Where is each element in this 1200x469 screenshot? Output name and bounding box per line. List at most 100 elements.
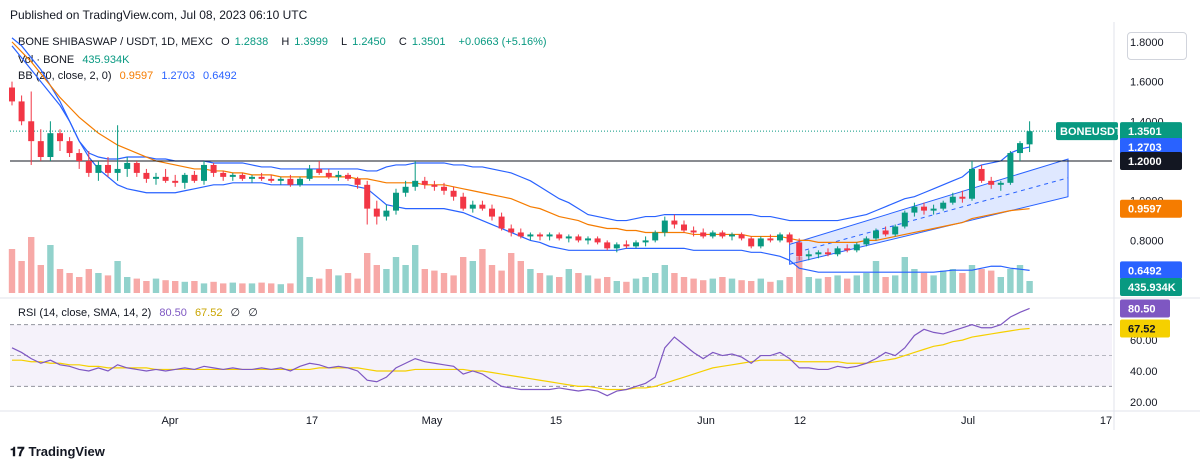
- candle-body: [47, 133, 54, 158]
- candle-body: [863, 238, 870, 245]
- candle-body: [613, 244, 620, 249]
- volume-bar: [191, 281, 198, 293]
- candle-body: [335, 174, 342, 177]
- volume-bar: [162, 280, 169, 293]
- price-tag-bg: [1120, 151, 1182, 170]
- volume-bar: [440, 273, 448, 293]
- candle-body: [623, 244, 630, 247]
- candle-body: [383, 210, 390, 217]
- price-tag-value: 1.2000: [1128, 156, 1162, 168]
- volume-bar: [220, 283, 227, 293]
- volume-bar: [863, 273, 870, 293]
- volume-bar: [248, 283, 256, 293]
- volume-bar: [556, 277, 563, 293]
- volume-bar: [200, 283, 208, 293]
- volume-bar: [776, 280, 784, 293]
- candle-body: [671, 220, 678, 225]
- candle-body: [815, 252, 822, 255]
- high-label: H: [281, 36, 290, 48]
- candle-body: [633, 242, 639, 247]
- volume-bar: [796, 257, 803, 293]
- high-value: 1.3999: [294, 36, 328, 48]
- volume-bar: [805, 277, 812, 293]
- price-tag-bg: [1120, 199, 1182, 218]
- time-axis-tick: Jul: [961, 415, 975, 427]
- rsi-value: 80.50: [159, 307, 187, 319]
- volume-bar: [997, 277, 1004, 293]
- candle-body: [66, 141, 73, 154]
- candle-body: [469, 204, 476, 209]
- symbol-label: BONE SHIBASWAP / USDT, 1D, MEXC: [18, 36, 213, 48]
- volume-bar: [575, 273, 582, 293]
- volume-bar: [892, 275, 899, 293]
- candle-body: [191, 174, 198, 181]
- volume-bar: [412, 245, 419, 293]
- volume-bar: [28, 237, 35, 293]
- price-tag-value: 435.934K: [1128, 282, 1176, 294]
- volume-bar: [920, 273, 928, 293]
- rsi-axis-tick: 40.00: [1130, 366, 1158, 378]
- candle-body: [546, 234, 553, 237]
- candle-body: [1026, 131, 1033, 145]
- volume-bar: [296, 237, 304, 293]
- candle-body: [364, 184, 371, 209]
- candle-body: [143, 172, 150, 179]
- volume-bar: [431, 270, 438, 293]
- rsi-extra-1: ∅: [230, 307, 241, 319]
- candle-body: [911, 206, 918, 213]
- volume-bar: [728, 278, 736, 293]
- candle-body: [460, 196, 467, 209]
- footer-brand-text: TradingView: [28, 444, 105, 459]
- volume-bar: [968, 265, 976, 293]
- price-channel-midline: [789, 177, 1069, 255]
- volume-bar: [277, 284, 284, 293]
- volume-bar: [901, 257, 908, 293]
- candle-body: [700, 232, 707, 237]
- volume-bar: [133, 278, 140, 293]
- volume-bar: [978, 269, 985, 293]
- volume-bar: [239, 283, 246, 293]
- rsi-tag-bg: [1120, 299, 1170, 318]
- open-label: O: [221, 36, 230, 48]
- candle-body: [892, 226, 899, 235]
- volume-bar: [373, 265, 380, 293]
- symbol-tag-bg: [1056, 122, 1118, 141]
- candle-body: [997, 182, 1004, 185]
- candle-body: [527, 234, 534, 237]
- price-tag-bg: [1120, 122, 1182, 141]
- volume-bar: [546, 275, 553, 293]
- rsi-axis-tick: 20.00: [1130, 397, 1158, 409]
- volume-bar: [114, 261, 121, 293]
- candle-body: [124, 162, 131, 169]
- candle-body: [114, 168, 121, 173]
- candle-body: [479, 204, 486, 209]
- rsi-line: [11, 307, 1030, 397]
- candle-body: [441, 186, 447, 191]
- candle-body: [748, 238, 755, 247]
- rsi-tag-bg: [1120, 319, 1170, 338]
- volume-bar: [498, 270, 505, 293]
- volume-bar: [488, 265, 496, 293]
- symbol-tag-label: BONEUSDT: [1060, 126, 1122, 138]
- candle-body: [1017, 143, 1023, 154]
- volume-bar: [767, 281, 774, 293]
- volume-bar: [834, 275, 841, 293]
- volume-bar: [210, 281, 217, 293]
- bb-lower-value: 0.6492: [203, 70, 237, 82]
- rsi-axis-tick: 60.00: [1130, 335, 1158, 347]
- volume-bar: [671, 273, 678, 293]
- candle-body: [930, 208, 937, 211]
- candle-body: [537, 234, 543, 237]
- candle-body: [239, 174, 246, 179]
- price-tag-value: 0.6492: [1128, 265, 1162, 277]
- volume-bar: [421, 269, 428, 293]
- candle-body: [421, 180, 428, 185]
- close-label: C: [398, 36, 407, 48]
- volume-bar: [181, 281, 188, 293]
- volume-bar: [258, 282, 265, 293]
- volume-bar: [527, 269, 534, 293]
- candle-body: [9, 87, 15, 102]
- top-right-box[interactable]: [1127, 32, 1187, 60]
- volume-bar: [95, 273, 102, 293]
